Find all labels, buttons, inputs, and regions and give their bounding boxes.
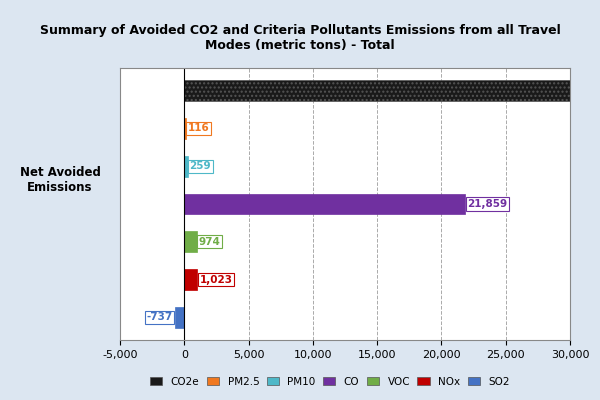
Bar xyxy=(184,269,197,290)
Text: 21,859: 21,859 xyxy=(467,199,508,209)
Bar xyxy=(184,80,600,101)
Bar xyxy=(184,231,197,252)
Text: Net Avoided
Emissions: Net Avoided Emissions xyxy=(20,166,100,194)
Bar xyxy=(184,156,188,177)
Bar xyxy=(184,118,186,139)
Text: 259: 259 xyxy=(190,161,211,171)
Text: 1,023: 1,023 xyxy=(199,274,232,284)
Text: 116: 116 xyxy=(188,124,209,134)
Text: -737: -737 xyxy=(146,312,173,322)
Text: 974: 974 xyxy=(199,237,221,247)
Bar xyxy=(184,194,466,214)
Bar xyxy=(175,307,184,328)
Legend: CO2e, PM2.5, PM10, CO, VOC, NOx, SO2: CO2e, PM2.5, PM10, CO, VOC, NOx, SO2 xyxy=(146,372,514,391)
Text: Summary of Avoided CO2 and Criteria Pollutants Emissions from all Travel
Modes (: Summary of Avoided CO2 and Criteria Poll… xyxy=(40,24,560,52)
